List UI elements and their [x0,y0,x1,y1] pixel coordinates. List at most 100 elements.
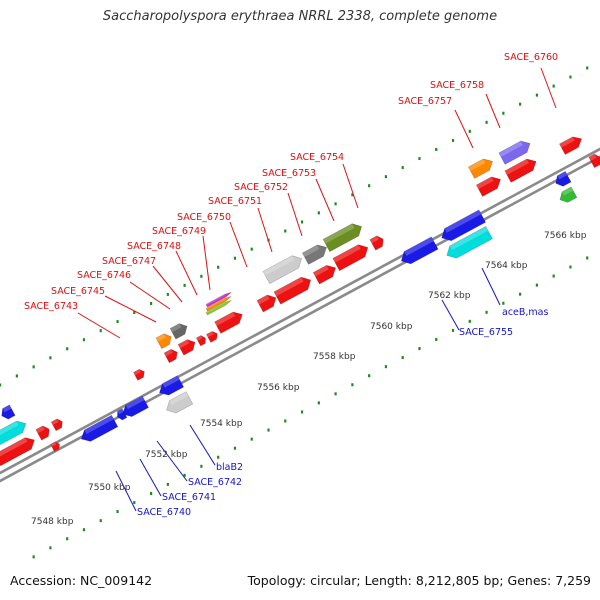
forward-gene-arrow[interactable] [163,347,180,364]
gene-label[interactable]: SACE_6760 [504,52,558,63]
tick-mark [485,310,488,314]
tick-mark [217,265,220,269]
gene-label[interactable]: SACE_6753 [262,168,316,179]
gene-label[interactable]: SACE_6755 [459,327,513,338]
forward-gene-arrow[interactable] [205,295,232,312]
gene-label[interactable]: SACE_6746 [77,270,131,281]
gene-arrow-highlight [0,421,19,439]
forward-gene-arrow[interactable] [369,234,386,251]
gene-label[interactable]: SACE_6745 [51,286,105,297]
forward-gene-arrow[interactable] [498,138,533,165]
forward-gene-arrow[interactable] [155,331,174,350]
forward-gene-arrow[interactable] [504,156,539,183]
gene-arrow-highlight [504,159,529,175]
gene-label[interactable]: SACE_6754 [290,152,344,163]
reverse-gene-arrow[interactable] [78,414,119,444]
tick-mark [49,356,52,360]
reverse-gene-arrow[interactable] [119,395,149,420]
tick-mark [183,283,186,287]
gene-label[interactable]: SACE_6758 [430,80,484,91]
gene-label[interactable]: SACE_6748 [127,241,181,252]
forward-gene-arrow[interactable] [133,368,146,381]
gene-label-leader [175,250,198,296]
gene-label[interactable]: SACE_6757 [398,96,452,107]
reverse-gene-arrow[interactable] [557,186,578,205]
reverse-gene-arrow[interactable] [398,236,439,267]
gene-label[interactable]: SACE_6752 [234,182,288,193]
forward-gene-arrow[interactable] [50,441,62,452]
forward-gene-arrow[interactable] [50,417,65,432]
gene-label[interactable]: SACE_6747 [102,256,156,267]
tick-mark [82,528,86,532]
reverse-gene-arrow[interactable] [444,226,493,261]
tick-mark [586,256,589,260]
forward-gene-arrow[interactable] [205,299,232,316]
forward-gene-arrow[interactable] [169,321,190,340]
reverse-gene-arrow[interactable] [553,170,572,188]
ruler-position-label: 7562 kbp [428,291,471,301]
gene-arrow-highlight [50,441,57,447]
forward-gene-arrow[interactable] [322,220,365,253]
gene-label[interactable]: SACE_6750 [177,212,231,223]
gene-arrow-highlight [302,244,320,257]
reverse-gene-arrow[interactable] [0,404,16,421]
gene-label[interactable]: blaB2 [216,462,243,473]
gene-arrow-highlight [164,349,173,357]
forward-gene-arrow[interactable] [332,241,371,272]
gene-label[interactable]: SACE_6741 [162,492,216,503]
ruler-position-label: 7548 kbp [31,517,74,527]
tick-mark [334,392,337,396]
tick-mark [300,410,304,414]
tick-mark [133,501,136,505]
forward-gene-arrow[interactable] [35,424,52,441]
forward-gene-arrow[interactable] [206,330,219,343]
forward-gene-arrow[interactable] [205,291,232,308]
tick-mark [451,328,455,332]
forward-gene-arrow[interactable] [195,334,207,347]
forward-gene-arrow[interactable] [262,252,305,285]
tick-mark [468,129,471,133]
gene-arrow-highlight [170,323,182,333]
forward-gene-arrow[interactable] [0,434,38,467]
tick-mark [15,374,18,378]
gene-label[interactable]: SACE_6742 [188,477,242,488]
reverse-gene-arrow[interactable] [163,391,194,417]
forward-gene-arrow[interactable] [588,152,600,169]
tick-mark [535,283,538,287]
gene-label-leader [540,67,557,109]
ruler-position-label: 7558 kbp [313,352,356,362]
forward-gene-arrow[interactable] [0,418,29,447]
forward-gene-arrow[interactable] [467,156,495,179]
forward-gene-arrow[interactable] [177,337,198,356]
tick-mark [149,491,153,495]
tick-mark [552,84,555,88]
gene-label-leader [139,458,162,497]
reverse-gene-arrow[interactable] [156,375,185,399]
forward-gene-arrow[interactable] [312,262,339,285]
forward-gene-arrow[interactable] [273,274,314,305]
reverse-gene-arrow[interactable] [438,209,486,244]
tick-mark [250,247,253,251]
reverse-gene-arrow[interactable] [115,408,128,422]
gene-arrow-highlight [256,294,270,305]
gene-label[interactable]: SACE_6740 [137,507,191,518]
gene-label[interactable]: SACE_6751 [208,196,262,207]
tick-mark [233,256,237,260]
forward-gene-arrow[interactable] [256,292,279,313]
gene-label[interactable]: SACE_6743 [24,301,78,312]
forward-gene-arrow[interactable] [559,133,584,155]
gene-label[interactable]: aceB,mas [502,307,549,318]
gene-label-leader [129,281,171,310]
gene-label[interactable]: SACE_6749 [152,226,206,237]
gene-label-leader [156,440,188,482]
tick-mark [99,329,102,333]
forward-gene-arrow[interactable] [475,174,503,197]
gene-arrow-highlight [332,244,361,263]
gene-arrow-highlight [369,235,379,244]
tick-mark [267,428,270,432]
gene-label-leader [152,265,183,303]
gene-arrow-highlight [214,311,236,326]
forward-gene-arrow[interactable] [214,309,246,334]
forward-gene-arrow[interactable] [301,242,329,265]
tick-mark [317,211,320,215]
